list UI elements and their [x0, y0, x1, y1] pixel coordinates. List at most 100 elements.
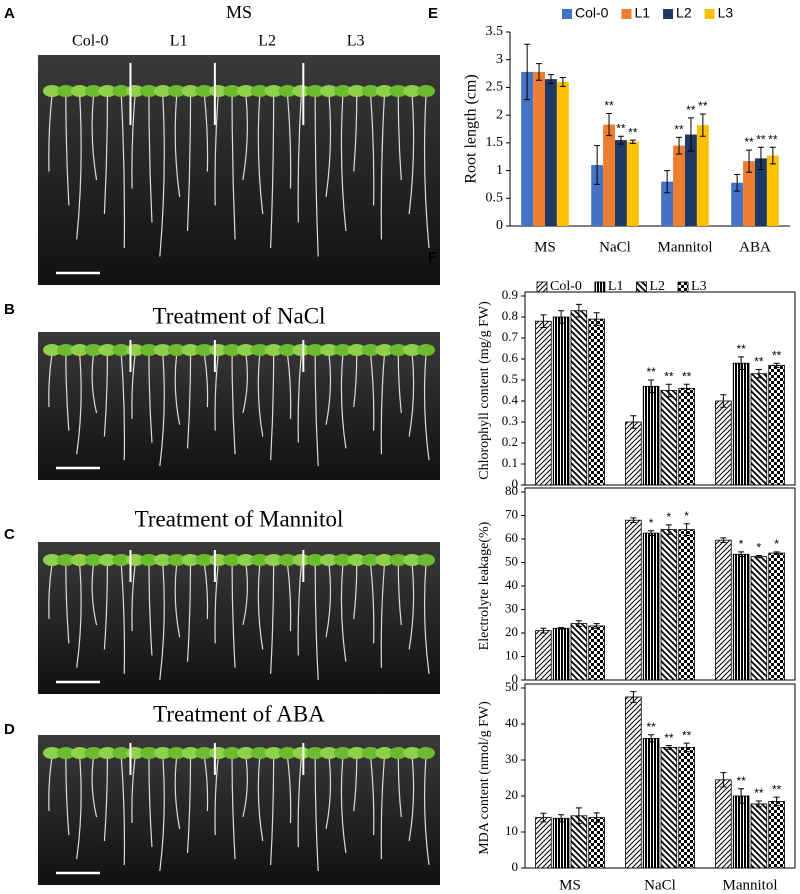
root — [423, 94, 430, 249]
x-tick-label: Mannitol — [723, 877, 778, 893]
seedling — [56, 747, 75, 759]
root — [120, 94, 126, 249]
bar — [715, 539, 732, 681]
plot-frame — [524, 683, 796, 869]
root — [353, 756, 358, 812]
error-bar — [665, 745, 672, 750]
significance: * — [667, 510, 672, 524]
seedling — [292, 747, 311, 759]
legend-label: Col-0 — [575, 5, 609, 21]
root — [231, 94, 236, 240]
root — [120, 563, 126, 674]
root — [159, 94, 165, 257]
root — [369, 563, 375, 644]
bar — [552, 817, 570, 869]
bar — [626, 141, 639, 226]
legend-label: L3 — [718, 5, 734, 21]
seedling — [264, 85, 283, 97]
seedling — [278, 554, 297, 566]
root — [203, 756, 209, 812]
y-tick-label: 0.7 — [502, 329, 519, 344]
seedling — [195, 747, 214, 759]
plate-photo — [38, 735, 440, 885]
seedling — [264, 344, 283, 356]
error-bar — [617, 135, 624, 145]
significance: * — [684, 509, 689, 523]
root — [214, 94, 219, 206]
error-bar — [540, 314, 547, 328]
y-axis-title: Electrolyte leakage(%) — [477, 521, 492, 650]
root — [314, 94, 319, 257]
error-bar — [558, 814, 565, 823]
root — [369, 353, 375, 431]
bar — [603, 124, 615, 226]
seedling — [209, 85, 228, 97]
error-bar — [558, 310, 565, 324]
significance: ** — [664, 369, 674, 383]
seedling — [43, 344, 61, 356]
root — [325, 353, 332, 425]
y-tick-label: 0.5 — [486, 191, 504, 206]
root — [325, 94, 332, 198]
bar — [660, 529, 678, 681]
seedling — [306, 85, 325, 97]
y-tick-label: 3.5 — [486, 24, 504, 39]
error-bar — [593, 812, 600, 823]
error-bar — [575, 303, 582, 318]
seedling — [306, 344, 325, 356]
seedling — [167, 747, 186, 759]
significance: ** — [768, 132, 778, 146]
seedling — [250, 554, 269, 566]
bar — [535, 630, 552, 681]
error-bar — [648, 530, 655, 536]
significance: ** — [736, 342, 746, 356]
y-tick-label: 0.9 — [502, 287, 518, 302]
seedling — [375, 85, 394, 97]
root — [174, 756, 181, 830]
error-bar — [738, 551, 745, 558]
seedling — [56, 554, 75, 566]
root — [76, 756, 82, 860]
significance: ** — [628, 125, 638, 139]
error-bar — [524, 43, 531, 101]
error-bar — [536, 63, 543, 81]
root — [353, 563, 358, 619]
panel-letter: D — [4, 721, 15, 738]
seedling — [320, 344, 339, 356]
root — [120, 353, 126, 461]
root — [286, 756, 292, 824]
root — [397, 353, 402, 414]
bar — [588, 318, 605, 486]
root — [297, 94, 302, 223]
seedling — [236, 554, 255, 566]
root — [214, 353, 219, 431]
root — [65, 94, 70, 206]
root — [48, 94, 53, 172]
error-bar — [629, 139, 636, 144]
root — [214, 563, 219, 644]
seedling — [236, 85, 255, 97]
bar — [625, 421, 642, 486]
y-tick-label: 2 — [496, 107, 503, 122]
y-tick-label: 20 — [505, 787, 518, 802]
error-bar — [769, 146, 776, 165]
root — [408, 94, 415, 215]
error-bar — [540, 812, 547, 823]
root — [91, 94, 98, 181]
significance: ** — [646, 365, 656, 379]
seedling — [347, 85, 366, 97]
error-bar — [699, 113, 706, 137]
y-tick-label: 0.5 — [502, 371, 518, 386]
seedling — [320, 747, 339, 759]
seedling — [195, 344, 214, 356]
bar — [732, 553, 750, 681]
y-tick-label: 0 — [496, 218, 503, 233]
bar — [768, 552, 785, 681]
bar — [535, 817, 552, 869]
bar — [715, 400, 732, 486]
seedling — [56, 85, 75, 97]
seedling — [361, 344, 380, 356]
seedling — [278, 747, 297, 759]
error-bar — [755, 554, 762, 559]
root — [314, 756, 319, 872]
